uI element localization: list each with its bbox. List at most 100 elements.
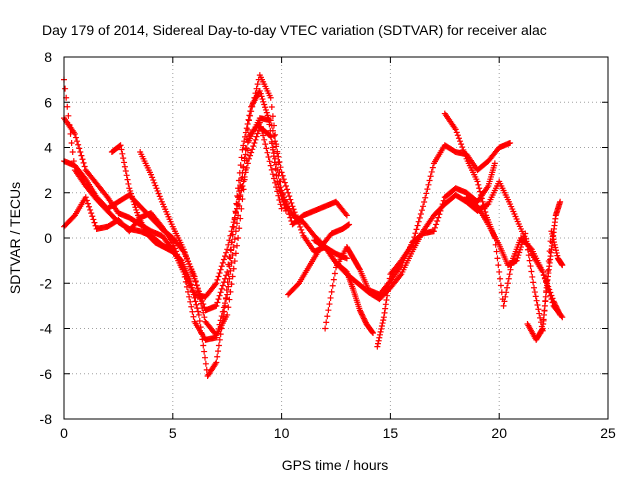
data-point [195,308,202,315]
data-point [534,301,541,308]
data-point [378,323,385,330]
data-point [275,192,282,199]
data-point [410,237,417,244]
data-point [326,301,333,308]
data-point [268,166,275,173]
data-point [153,185,160,192]
data-point [272,179,279,186]
data-point [225,283,232,290]
series-arc-9 [311,237,376,337]
data-point [235,212,242,219]
data-point [214,276,221,283]
data-point [200,301,207,308]
data-point [524,241,531,248]
data-point [440,197,447,204]
data-point [189,308,196,315]
data-point [130,198,137,205]
data-point [231,258,238,265]
data-point [129,196,136,203]
data-point [128,190,135,197]
data-point [169,239,176,246]
data-point [226,254,233,261]
data-point [247,108,254,115]
data-point [254,130,261,137]
data-point [529,273,536,280]
data-point [384,292,391,299]
data-point [540,271,547,278]
data-point [190,291,197,298]
data-point [531,289,538,296]
data-point [434,218,441,225]
data-point [148,171,155,178]
data-point [266,121,273,128]
data-point [248,149,255,156]
data-point [413,226,420,233]
data-point [513,257,520,264]
chart-title: Day 179 of 2014, Sidereal Day-to-day VTE… [42,22,547,38]
data-point [217,289,224,296]
data-point [265,154,272,161]
data-point [219,259,226,266]
series-arc-5 [108,87,289,380]
data-point [377,328,384,335]
data-point [170,242,177,249]
data-point [244,139,251,146]
data-point [242,151,249,158]
data-point [539,268,546,275]
data-point [322,325,329,332]
data-point [256,87,263,94]
data-point [277,201,284,208]
data-point [262,106,269,113]
data-point [275,153,282,160]
y-tick-label: -2 [40,275,53,291]
data-point [297,223,304,230]
data-point [72,134,79,141]
data-point [198,330,205,337]
data-point [273,172,280,179]
data-point [270,175,277,182]
data-point [528,268,535,275]
data-point [214,330,221,337]
data-point [342,211,349,218]
y-tick-label: 4 [44,140,52,156]
data-point [375,337,382,344]
data-point [493,248,500,255]
data-point [267,94,274,101]
data-point [383,296,390,303]
data-point [252,136,259,143]
data-point [276,187,283,194]
data-point [517,244,524,251]
data-point [553,303,560,310]
data-point [119,150,126,157]
data-point [415,218,422,225]
data-point [427,173,434,180]
data-point [555,309,562,316]
data-point [241,138,248,145]
data-point [88,210,95,217]
data-point [149,174,156,181]
data-point [526,257,533,264]
data-point [229,251,236,258]
data-point [291,209,298,216]
data-point [199,336,206,343]
data-point [287,214,294,221]
data-point [281,201,288,208]
data-point [151,179,158,186]
data-point [360,314,367,321]
data-point [80,159,87,166]
x-tick-label: 0 [60,425,68,441]
data-point [218,263,225,270]
data-point [62,85,69,92]
data-point [530,279,537,286]
data-point [358,310,365,317]
data-point [223,249,230,256]
x-axis-label: GPS time / hours [282,457,389,473]
data-point [77,149,84,156]
data-point [241,157,248,164]
data-point [432,224,439,231]
data-point [242,133,249,140]
data-point [183,283,190,290]
data-point [270,153,277,160]
data-point [417,211,424,218]
data-point [218,285,225,292]
